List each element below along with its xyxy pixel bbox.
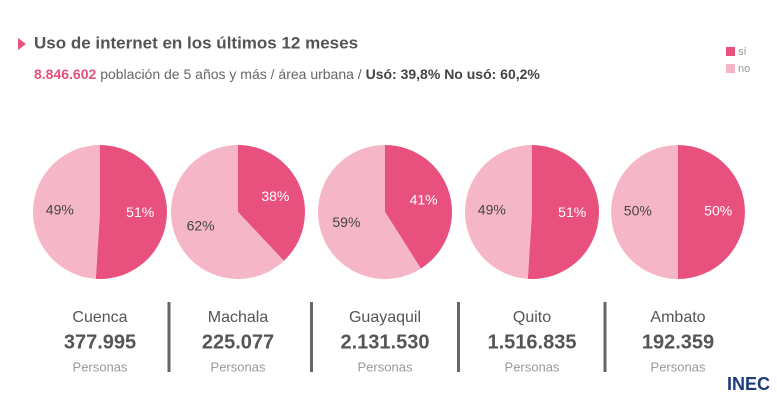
subtitle: 8.846.602 población de 5 años y más / ár… xyxy=(34,66,540,82)
slice-label: 50% xyxy=(624,203,652,219)
population: 2.131.530 xyxy=(341,331,430,353)
city: Cuenca xyxy=(72,309,127,326)
city: Guayaquil xyxy=(349,309,421,326)
unit: Personas xyxy=(211,359,266,374)
city: Ambato xyxy=(650,309,705,326)
used: Usó: 39,8% xyxy=(366,66,441,82)
title: Uso de internet en los últimos 12 meses xyxy=(34,33,358,52)
unit: Personas xyxy=(651,359,706,374)
not-used: No usó: 60,2% xyxy=(444,66,540,82)
slice-label: 49% xyxy=(46,201,74,217)
slice-label: 50% xyxy=(704,203,732,219)
legend-swatch xyxy=(726,47,735,56)
unit: Personas xyxy=(505,359,560,374)
slice-label: 51% xyxy=(558,204,586,220)
legend-swatch xyxy=(726,64,735,73)
infographic: Uso de internet en los últimos 12 meses … xyxy=(0,0,777,414)
population: 1.516.835 xyxy=(488,331,577,353)
slice-label: 59% xyxy=(332,214,360,230)
unit: Personas xyxy=(358,359,413,374)
legend-label: sí xyxy=(738,46,747,58)
unit: Personas xyxy=(73,359,128,374)
city: Quito xyxy=(513,309,551,326)
population: 192.359 xyxy=(642,331,714,353)
subtitle-text: población de 5 años y más / área urbana … xyxy=(100,66,362,82)
population-total: 8.846.602 xyxy=(34,66,96,82)
legend-label: no xyxy=(738,63,750,75)
slice-label: 41% xyxy=(410,191,438,207)
slice-label: 49% xyxy=(478,201,506,217)
legend: sí no xyxy=(726,46,750,75)
bullet xyxy=(18,38,26,50)
logo: INEC xyxy=(727,374,770,394)
city: Machala xyxy=(208,309,269,326)
slice-label: 51% xyxy=(126,204,154,220)
slice-label: 38% xyxy=(261,188,289,204)
slice-label: 62% xyxy=(187,218,215,234)
population: 225.077 xyxy=(202,331,274,353)
population: 377.995 xyxy=(64,331,136,353)
